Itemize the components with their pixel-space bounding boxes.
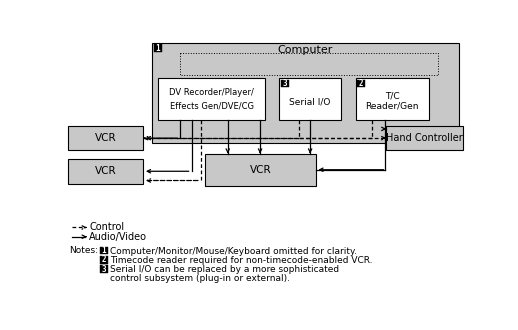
Text: Serial I/O: Serial I/O <box>290 98 331 107</box>
Bar <box>355 78 429 120</box>
Text: Audio/Video: Audio/Video <box>89 232 147 242</box>
Text: 1: 1 <box>155 44 160 52</box>
Text: Effects Gen/DVE/CG: Effects Gen/DVE/CG <box>169 101 254 110</box>
Bar <box>100 265 108 273</box>
Text: Reader/Gen: Reader/Gen <box>365 101 419 110</box>
Text: Control: Control <box>89 222 124 232</box>
Bar <box>206 153 315 186</box>
Text: T/C: T/C <box>385 91 399 100</box>
Text: 2: 2 <box>102 255 106 264</box>
Text: Notes:: Notes: <box>69 246 98 255</box>
Bar <box>152 43 459 143</box>
Bar <box>67 159 143 183</box>
Bar <box>159 78 265 120</box>
Text: Hand Controller: Hand Controller <box>386 133 463 143</box>
Text: VCR: VCR <box>250 165 271 175</box>
Text: control subsystem (plug-in or external).: control subsystem (plug-in or external). <box>110 275 290 283</box>
Bar <box>386 126 464 150</box>
Text: 1: 1 <box>102 246 106 255</box>
Text: Timecode reader required for non-timecode-enabled VCR.: Timecode reader required for non-timecod… <box>110 256 372 265</box>
Text: Computer/Monitor/Mouse/Keyboard omitted for clarity.: Computer/Monitor/Mouse/Keyboard omitted … <box>110 247 357 256</box>
Bar <box>154 44 162 52</box>
Bar <box>281 80 289 87</box>
Text: 3: 3 <box>102 265 106 274</box>
Text: Serial I/O can be replaced by a more sophisticated: Serial I/O can be replaced by a more sop… <box>110 265 339 274</box>
Text: Computer: Computer <box>278 46 333 55</box>
Text: 2: 2 <box>358 79 363 88</box>
Text: VCR: VCR <box>94 166 116 176</box>
Bar <box>357 80 365 87</box>
Bar <box>180 53 438 75</box>
Bar <box>100 247 108 254</box>
Text: DV Recorder/Player/: DV Recorder/Player/ <box>169 88 254 97</box>
Text: VCR: VCR <box>94 133 116 143</box>
Bar <box>100 256 108 264</box>
Bar <box>279 78 341 120</box>
Text: 3: 3 <box>282 79 287 88</box>
Bar <box>67 126 143 150</box>
